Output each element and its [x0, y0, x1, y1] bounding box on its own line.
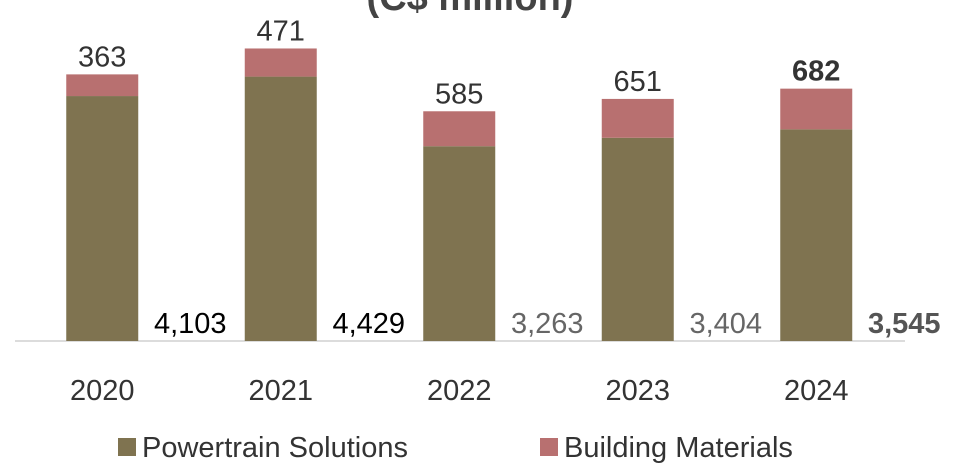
value-label: 3,545	[868, 308, 941, 340]
x-tick-label: 2020	[70, 375, 135, 407]
bar-segment	[780, 88, 853, 130]
chart-title: (C$ million)	[367, 0, 574, 19]
value-label: 682	[792, 56, 840, 88]
value-label: 4,103	[154, 308, 227, 340]
value-label: 471	[257, 15, 305, 47]
value-label: 585	[435, 78, 483, 110]
x-tick-label: 2024	[784, 375, 849, 407]
legend-label: Building Materials	[564, 432, 793, 464]
value-label: 363	[78, 41, 126, 73]
bar-segment	[66, 96, 139, 341]
value-label: 4,429	[332, 308, 405, 340]
bar-segment	[601, 137, 674, 341]
value-label: 3,404	[689, 308, 762, 340]
bar-segment	[780, 129, 853, 341]
legend-label: Powertrain Solutions	[142, 432, 408, 464]
x-tick-label: 2023	[605, 375, 670, 407]
value-label: 3,263	[511, 308, 584, 340]
x-tick-label: 2021	[248, 375, 313, 407]
legend-swatch	[118, 438, 136, 456]
legend-swatch	[540, 438, 558, 456]
bar-segment	[423, 111, 496, 147]
bar-segment	[601, 98, 674, 138]
value-label: 651	[614, 66, 662, 98]
bar-segment	[423, 146, 496, 341]
x-tick-label: 2022	[427, 375, 492, 407]
bar-segment	[244, 76, 317, 342]
bar-segment	[66, 74, 139, 97]
bar-segment	[244, 48, 317, 77]
